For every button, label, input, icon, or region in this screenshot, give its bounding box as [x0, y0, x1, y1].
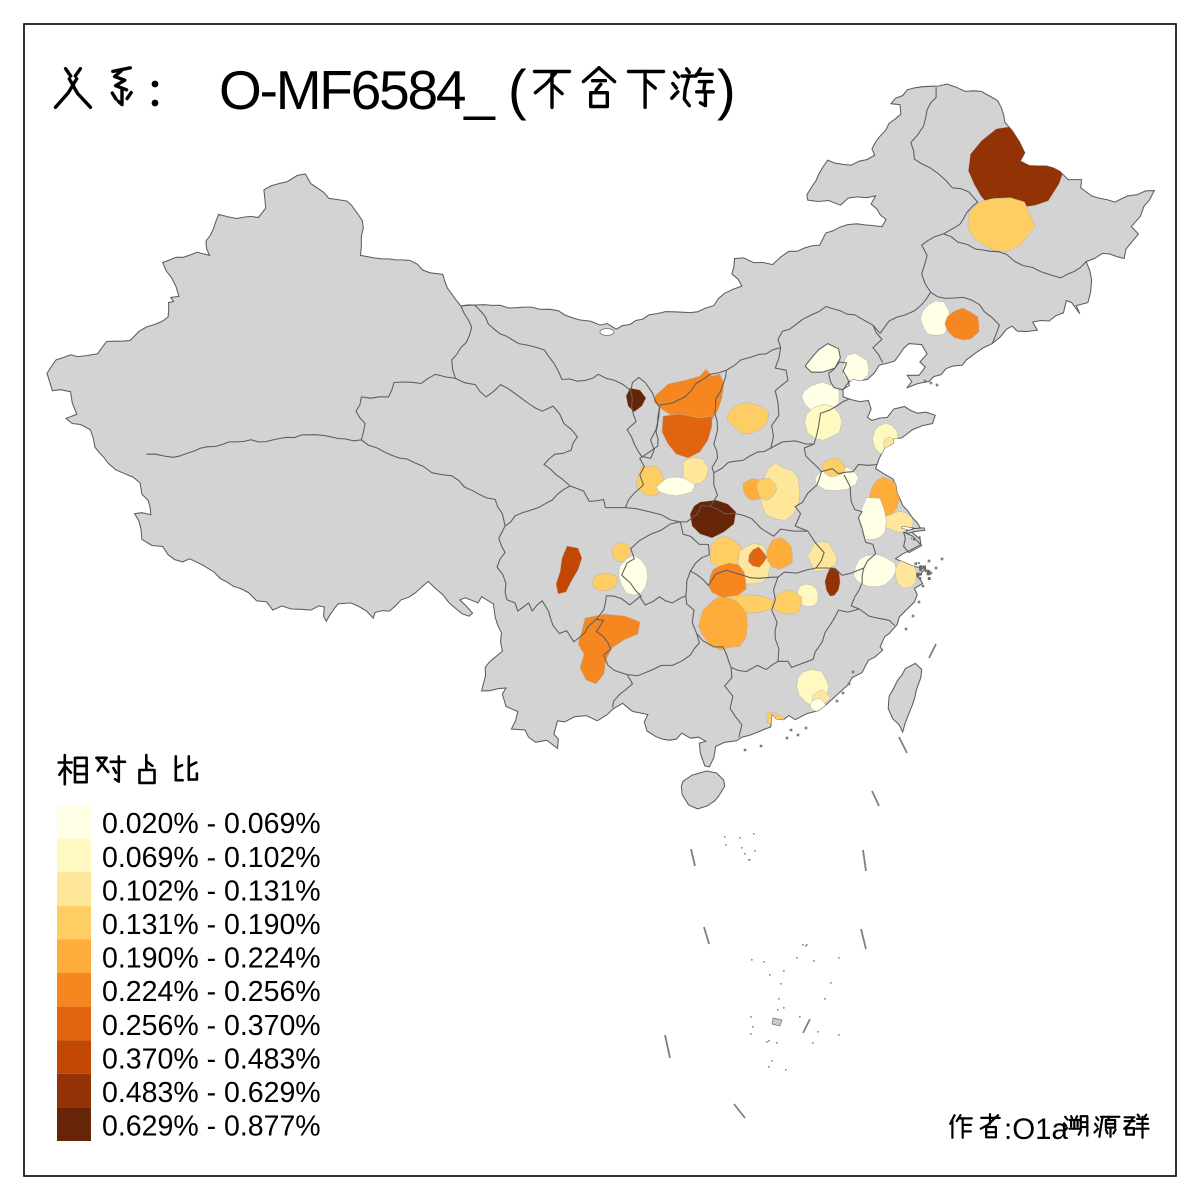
svg-text:0.131% - 0.190%: 0.131% - 0.190% — [102, 909, 321, 941]
svg-text:): ) — [717, 58, 736, 121]
svg-text:0.483% - 0.629%: 0.483% - 0.629% — [102, 1077, 321, 1109]
svg-text:0.629% - 0.877%: 0.629% - 0.877% — [102, 1111, 321, 1143]
svg-text::O1a: :O1a — [1004, 1113, 1069, 1146]
svg-text:0.224% - 0.256%: 0.224% - 0.256% — [102, 976, 321, 1008]
svg-text:0.370% - 0.483%: 0.370% - 0.483% — [102, 1043, 321, 1075]
svg-text:0.256% - 0.370%: 0.256% - 0.370% — [102, 1010, 321, 1042]
svg-text:0.020% - 0.069%: 0.020% - 0.069% — [102, 808, 321, 840]
svg-text:0.102% - 0.131%: 0.102% - 0.131% — [102, 875, 321, 907]
svg-text:0.190% - 0.224%: 0.190% - 0.224% — [102, 943, 321, 975]
svg-text:(: ( — [508, 58, 527, 121]
svg-text:0.069% - 0.102%: 0.069% - 0.102% — [102, 842, 321, 874]
svg-text:O-MF6584_: O-MF6584_ — [219, 59, 496, 121]
